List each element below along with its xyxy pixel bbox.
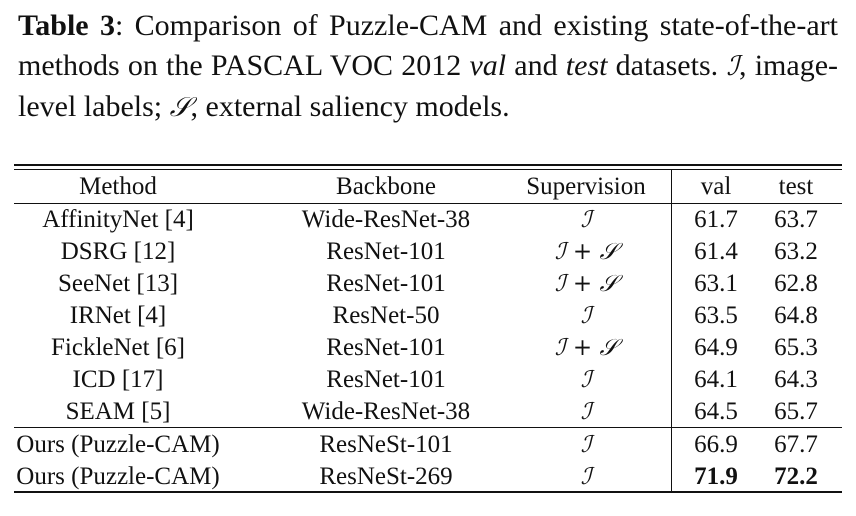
row-val: 64.9 [694, 334, 738, 361]
caption-i-symbol: ℐ [726, 51, 740, 82]
caption-s-symbol: 𝒮 [169, 92, 191, 123]
caption-text-2: datasets. [607, 49, 727, 82]
table-row: SEAM [5] Wide-ResNet-38 ℐ 64.5 65.7 [14, 396, 842, 428]
table-caption: Table 3: Comparison of Puzzle-CAM and ex… [18, 6, 838, 128]
row-backbone: Wide-ResNet-38 [301, 398, 471, 425]
row-val: 61.4 [694, 238, 738, 265]
ours-separator-rule [14, 427, 842, 428]
table-row-ours-best: Ours (Puzzle-CAM) ResNeSt-269 ℐ 71.9 72.… [14, 461, 842, 493]
row-method: FickleNet [6] [51, 334, 185, 361]
row-method: SeeNet [13] [57, 270, 179, 297]
header-val: val [700, 173, 732, 200]
row-supervision: ℐ [580, 432, 592, 458]
table-row: DSRG [12] ResNet-101 ℐ + 𝒮 61.4 63.2 [14, 236, 842, 268]
row-method: Ours (Puzzle-CAM) [16, 463, 220, 490]
header-supervision: Supervision [526, 173, 646, 200]
header-test: test [778, 173, 814, 200]
row-backbone: ResNeSt-269 [319, 463, 453, 490]
row-test: 63.7 [774, 206, 818, 233]
row-test: 64.3 [774, 366, 818, 393]
row-backbone: ResNeSt-101 [319, 431, 453, 458]
row-backbone: ResNet-101 [326, 366, 446, 393]
row-backbone: ResNet-101 [326, 334, 446, 361]
row-val: 64.5 [694, 398, 738, 425]
row-backbone: ResNet-101 [326, 238, 446, 265]
column-divider [671, 170, 672, 491]
row-backbone: Wide-ResNet-38 [301, 206, 471, 233]
row-backbone: ResNet-50 [332, 302, 440, 329]
row-test: 67.7 [774, 431, 818, 458]
table-row: SeeNet [13] ResNet-101 ℐ + 𝒮 63.1 62.8 [14, 268, 842, 300]
row-backbone: ResNet-101 [326, 270, 446, 297]
row-test: 62.8 [774, 270, 818, 297]
caption-and: and [506, 49, 566, 82]
top-rule-1 [14, 164, 842, 166]
row-val: 64.1 [694, 366, 738, 393]
row-supervision: ℐ [580, 399, 592, 425]
row-val: 63.5 [694, 302, 738, 329]
row-test: 65.7 [774, 398, 818, 425]
table-row: FickleNet [6] ResNet-101 ℐ + 𝒮 64.9 65.3 [14, 332, 842, 364]
row-val: 66.9 [694, 431, 738, 458]
bottom-rule [14, 491, 842, 493]
row-supervision: ℐ [580, 464, 592, 490]
row-supervision: ℐ [580, 367, 592, 393]
row-method: Ours (Puzzle-CAM) [16, 431, 220, 458]
row-val: 61.7 [694, 206, 738, 233]
row-test-best: 72.2 [774, 463, 818, 490]
caption-text-1: : Comparison of Puzzle-CAM and existing … [18, 9, 838, 82]
row-method: IRNet [4] [69, 302, 167, 329]
row-method: DSRG [12] [60, 238, 176, 265]
row-supervision: ℐ + 𝒮 [554, 239, 618, 265]
table-header-row: Method Backbone Supervision val test [14, 171, 842, 203]
row-val-best: 71.9 [694, 463, 738, 490]
row-test: 65.3 [774, 334, 818, 361]
row-test: 63.2 [774, 238, 818, 265]
caption-i-text: , image-level labels; [18, 49, 838, 123]
caption-label: Table 3 [18, 9, 115, 42]
header-rule [14, 203, 842, 204]
row-supervision: ℐ + 𝒮 [554, 271, 618, 297]
table-row: ICD [17] ResNet-101 ℐ 64.1 64.3 [14, 364, 842, 396]
row-val: 63.1 [694, 270, 738, 297]
row-supervision: ℐ [580, 207, 592, 233]
caption-test: test [565, 49, 608, 82]
row-test: 64.8 [774, 302, 818, 329]
row-method: AffinityNet [4] [42, 206, 194, 233]
table-row: AffinityNet [4] Wide-ResNet-38 ℐ 61.7 63… [14, 204, 842, 236]
row-supervision: ℐ + 𝒮 [554, 335, 618, 361]
row-method: SEAM [5] [65, 398, 171, 425]
row-supervision: ℐ [580, 303, 592, 329]
comparison-table: Method Backbone Supervision val test Aff… [14, 171, 842, 493]
row-method: ICD [17] [72, 366, 164, 393]
caption-val: val [469, 49, 507, 82]
caption-s-text: , external saliency models. [190, 90, 510, 123]
header-method: Method [79, 173, 157, 200]
header-backbone: Backbone [336, 173, 436, 200]
top-rule-2 [14, 169, 842, 170]
table-row-ours: Ours (Puzzle-CAM) ResNeSt-101 ℐ 66.9 67.… [14, 429, 842, 461]
table-row: IRNet [4] ResNet-50 ℐ 63.5 64.8 [14, 300, 842, 332]
